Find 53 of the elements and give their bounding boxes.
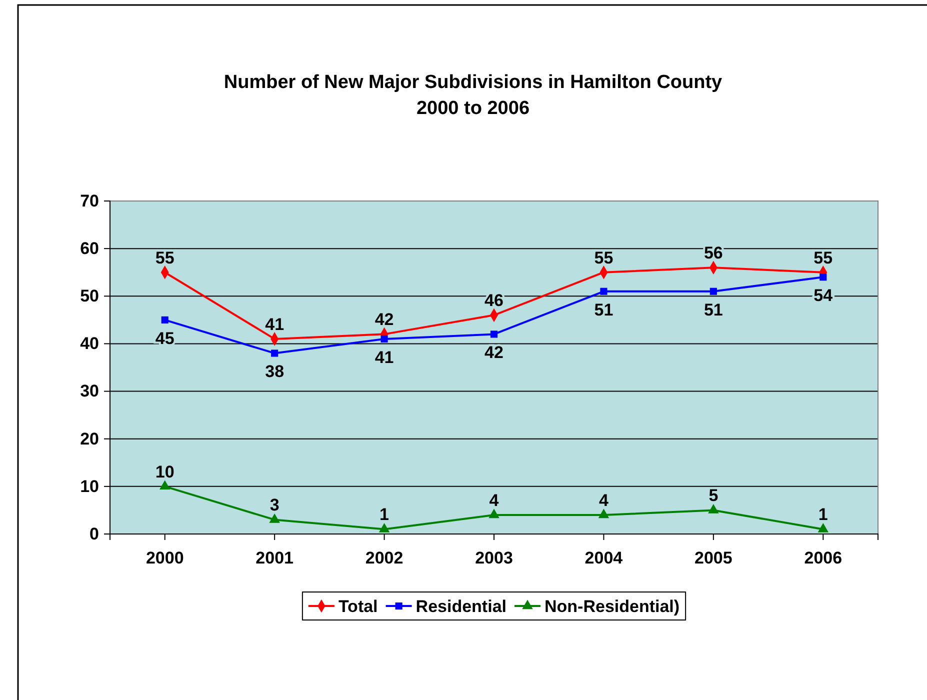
data-label: 3 xyxy=(270,496,280,515)
data-label: 46 xyxy=(484,291,504,310)
data-label: 55 xyxy=(155,248,174,268)
legend-label: Total xyxy=(338,597,378,616)
data-label: 5 xyxy=(708,486,718,506)
point xyxy=(488,508,500,518)
point xyxy=(820,274,827,281)
data-label: 4 xyxy=(598,490,609,510)
y-tick-label: 0 xyxy=(90,524,99,544)
point xyxy=(598,508,610,518)
data-label: 4 xyxy=(489,490,500,510)
y-tick-label: 10 xyxy=(80,476,99,496)
data-label: 51 xyxy=(594,300,614,320)
x-tick-label: 2004 xyxy=(584,548,624,568)
legend-label: Non-Residential) xyxy=(544,597,680,616)
point xyxy=(818,523,829,532)
x-tick-label: 2006 xyxy=(804,548,842,568)
data-label: 1 xyxy=(380,505,390,524)
data-label: 42 xyxy=(374,310,394,330)
point xyxy=(380,335,388,342)
data-label: 42 xyxy=(484,343,504,362)
x-tick-label: 2002 xyxy=(365,548,404,568)
point xyxy=(159,480,170,490)
legend-label: Residential xyxy=(416,597,506,616)
data-label: 10 xyxy=(155,462,174,482)
point xyxy=(161,316,168,324)
x-tick-label: 2000 xyxy=(146,548,184,568)
point xyxy=(708,504,719,514)
point xyxy=(490,330,498,338)
data-label: 41 xyxy=(374,348,394,367)
point xyxy=(269,514,280,523)
x-tick-label: 2001 xyxy=(256,548,294,568)
y-tick-label: 30 xyxy=(80,382,99,401)
data-label: 45 xyxy=(155,328,174,348)
y-tick-label: 50 xyxy=(80,286,99,306)
y-tick-label: 60 xyxy=(80,239,99,258)
data-label: 1 xyxy=(818,505,828,524)
y-tick-label: 70 xyxy=(80,191,99,210)
x-tick-label: 2005 xyxy=(694,548,732,568)
point xyxy=(378,523,390,532)
data-label: 38 xyxy=(265,362,284,382)
data-label: 55 xyxy=(814,248,833,268)
y-tick-label: 20 xyxy=(80,429,99,448)
x-tick-label: 2003 xyxy=(475,548,513,568)
data-label: 51 xyxy=(704,300,723,320)
point xyxy=(271,350,278,357)
y-tick-label: 40 xyxy=(80,334,99,354)
chart-title: Number of New Major Subdivisions in Hamilton County 2000 to 2006 xyxy=(224,72,723,119)
point xyxy=(710,288,717,295)
data-label: 56 xyxy=(704,244,723,263)
data-label: 41 xyxy=(265,314,284,334)
point xyxy=(600,288,608,295)
data-label: 55 xyxy=(594,248,614,268)
